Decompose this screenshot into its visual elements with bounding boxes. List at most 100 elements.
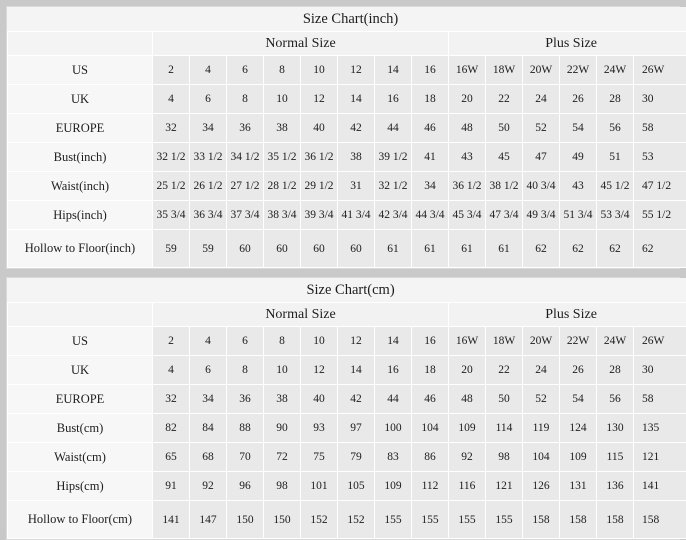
- table-cell: 50: [486, 385, 523, 414]
- table-cell: 34: [412, 172, 449, 201]
- table-cell: 155: [449, 501, 486, 539]
- table-cell: 56: [597, 114, 634, 143]
- table-cell: 6: [190, 356, 227, 385]
- table-cell: 72: [264, 443, 301, 472]
- table-cell: 84: [190, 414, 227, 443]
- group-header-normal-size: Normal Size: [153, 32, 449, 56]
- table-cell: 16: [412, 327, 449, 356]
- group-header-normal-size: Normal Size: [153, 303, 449, 327]
- table-cell: 126: [523, 472, 560, 501]
- table-cell: 45 3/4: [449, 201, 486, 230]
- table-cell: 48: [449, 114, 486, 143]
- table-cell: 158: [597, 501, 634, 539]
- table-cell: 109: [560, 443, 597, 472]
- table-cell: 155: [412, 501, 449, 539]
- table-cell: 93: [301, 414, 338, 443]
- table-cell: 158: [523, 501, 560, 539]
- table-cell: 75: [301, 443, 338, 472]
- table-cell: 61: [449, 230, 486, 268]
- row-label: Hips(cm): [8, 472, 153, 501]
- table-cell: 104: [412, 414, 449, 443]
- table-cell: 109: [449, 414, 486, 443]
- table-cell: 49: [560, 143, 597, 172]
- table-cell: 121: [634, 443, 686, 472]
- table-cell: 34: [190, 114, 227, 143]
- table-cell: 41 3/4: [338, 201, 375, 230]
- table-cell: 16W: [449, 56, 486, 85]
- table-cell: 36: [227, 114, 264, 143]
- table-cell: 58: [634, 385, 686, 414]
- table-cell: 8: [264, 56, 301, 85]
- table-cell: 14: [338, 85, 375, 114]
- table-cell: 47 3/4: [486, 201, 523, 230]
- row-label: Bust(inch): [8, 143, 153, 172]
- table-cell: 10: [264, 85, 301, 114]
- table-cell: 34 1/2: [227, 143, 264, 172]
- row-label: Waist(inch): [8, 172, 153, 201]
- table-cell: 27 1/2: [227, 172, 264, 201]
- table-cell: 86: [412, 443, 449, 472]
- table-cell: 29 1/2: [301, 172, 338, 201]
- table-cell: 4: [190, 56, 227, 85]
- table-cell: 141: [153, 501, 190, 539]
- row-label: EUROPE: [8, 114, 153, 143]
- table-cell: 46: [412, 114, 449, 143]
- table-cell: 59: [190, 230, 227, 268]
- table-cell: 54: [560, 385, 597, 414]
- table-cell: 26W: [634, 327, 686, 356]
- table-cell: 40: [301, 385, 338, 414]
- table-cell: 131: [560, 472, 597, 501]
- table-cell: 62: [523, 230, 560, 268]
- table-cell: 158: [560, 501, 597, 539]
- table-cell: 62: [560, 230, 597, 268]
- table-cell: 35 1/2: [264, 143, 301, 172]
- table-cell: 26W: [634, 56, 686, 85]
- table-cell: 97: [338, 414, 375, 443]
- table-cell: 43: [449, 143, 486, 172]
- table-cell: 79: [338, 443, 375, 472]
- table-cell: 4: [153, 356, 190, 385]
- table-cell: 61: [486, 230, 523, 268]
- row-label: Waist(cm): [8, 443, 153, 472]
- table-cell: 42 3/4: [375, 201, 412, 230]
- row-label: Bust(cm): [8, 414, 153, 443]
- chart-title-row: Size Chart(inch): [8, 8, 686, 32]
- table-cell: 38: [338, 143, 375, 172]
- table-cell: 150: [227, 501, 264, 539]
- table-cell: 39 3/4: [301, 201, 338, 230]
- table-cell: 38: [264, 114, 301, 143]
- row-label: US: [8, 56, 153, 85]
- table-cell: 38 1/2: [486, 172, 523, 201]
- table-cell: 114: [486, 414, 523, 443]
- table-cell: 8: [227, 85, 264, 114]
- table-cell: 68: [190, 443, 227, 472]
- table-cell: 16: [375, 356, 412, 385]
- table-cell: 119: [523, 414, 560, 443]
- table-cell: 115: [597, 443, 634, 472]
- table-cell: 112: [412, 472, 449, 501]
- table-cell: 32 1/2: [375, 172, 412, 201]
- table-cell: 2: [153, 327, 190, 356]
- table-cell: 44: [375, 114, 412, 143]
- table-cell: 24: [523, 356, 560, 385]
- table-cell: 30: [634, 85, 686, 114]
- table-cell: 150: [264, 501, 301, 539]
- table-cell: 36: [227, 385, 264, 414]
- table-cell: 14: [338, 356, 375, 385]
- table-cell: 24W: [597, 327, 634, 356]
- table-cell: 36 1/2: [301, 143, 338, 172]
- table-cell: 34: [190, 385, 227, 414]
- table-cell: 24: [523, 85, 560, 114]
- table-cell: 26: [560, 85, 597, 114]
- table-cell: 152: [338, 501, 375, 539]
- table-cell: 100: [375, 414, 412, 443]
- row-label: UK: [8, 356, 153, 385]
- table-cell: 10: [301, 327, 338, 356]
- table-cell: 16: [412, 56, 449, 85]
- table-cell: 22: [486, 356, 523, 385]
